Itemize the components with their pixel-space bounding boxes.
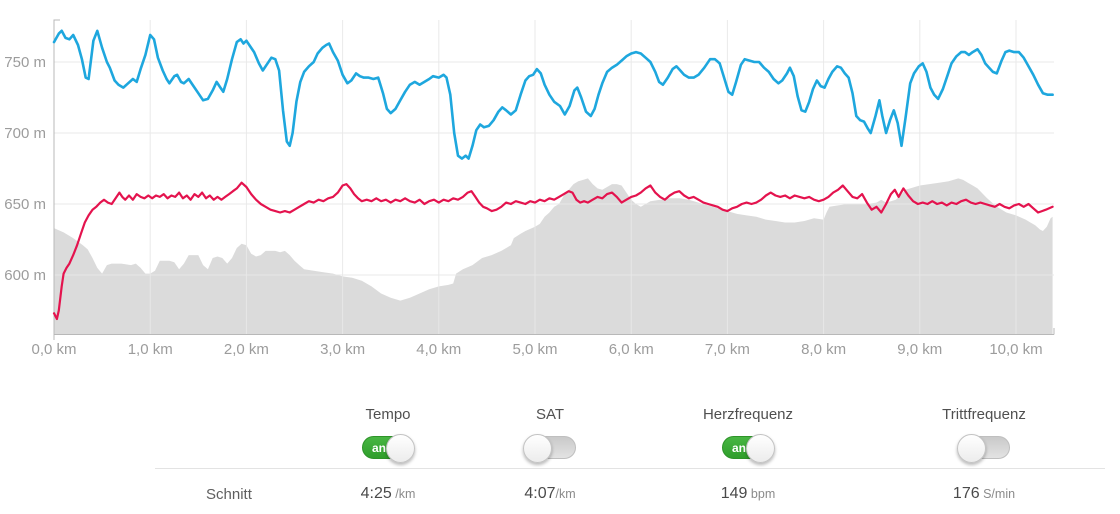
stats-row-label: Schnitt	[206, 486, 252, 503]
elevation-area	[54, 178, 1053, 335]
toggle-on-text: an	[372, 441, 387, 455]
trittfrequenz-toggle[interactable]	[957, 434, 1010, 463]
heartrate-line	[52, 181, 1054, 321]
x-axis-tick-label: 10,0 km	[989, 341, 1042, 358]
toggle-knob[interactable]	[386, 434, 415, 463]
y-axis-tick-label: 600 m	[4, 267, 46, 284]
x-axis-tick-label: 0,0 km	[31, 341, 76, 358]
y-axis-tick-label: 700 m	[4, 125, 46, 142]
avg-sat-value: 4:07/km	[524, 485, 576, 502]
tempo-line	[52, 29, 1054, 160]
x-axis-tick-label: 9,0 km	[897, 341, 942, 358]
x-axis-tick-label: 3,0 km	[320, 341, 365, 358]
x-axis-tick-label: 2,0 km	[224, 341, 269, 358]
metric-label-sat: SAT	[535, 406, 565, 423]
metric-label-herzfrequenz: Herzfrequenz	[702, 406, 794, 423]
x-axis-tick-label: 6,0 km	[609, 341, 654, 358]
x-axis-tick-label: 7,0 km	[705, 341, 750, 358]
chart-axes	[53, 19, 1055, 340]
metric-label-trittfrequenz: Trittfrequenz	[942, 406, 1026, 423]
toggle-knob[interactable]	[523, 434, 552, 463]
y-axis-tick-label: 650 m	[4, 196, 46, 213]
toggle-knob[interactable]	[957, 434, 986, 463]
x-axis-tick-label: 8,0 km	[801, 341, 846, 358]
x-axis-tick-label: 1,0 km	[128, 341, 173, 358]
avg-tempo-value: 4:25 /km	[360, 485, 416, 502]
stats-row-divider	[155, 468, 1105, 469]
tempo-toggle[interactable]: an	[362, 434, 415, 463]
toggle-on-text: an	[732, 441, 747, 455]
x-axis-tick-label: 4,0 km	[416, 341, 461, 358]
sat-toggle[interactable]	[523, 434, 576, 463]
herzfrequenz-toggle[interactable]: an	[722, 434, 775, 463]
toggle-knob[interactable]	[746, 434, 775, 463]
x-axis-tick-label: 5,0 km	[512, 341, 557, 358]
metric-label-tempo: Tempo	[365, 406, 411, 423]
avg-herzfrequenz-value: 149 bpm	[720, 485, 776, 502]
elevation-pace-heartrate-chart: 600 m 650 m 700 m 750 m 0,0 km 1,0 km 2,0 km 3,…	[4, 19, 1055, 358]
avg-trittfrequenz-value: 176 S/min	[952, 485, 1016, 502]
y-axis-tick-label: 750 m	[4, 54, 46, 71]
